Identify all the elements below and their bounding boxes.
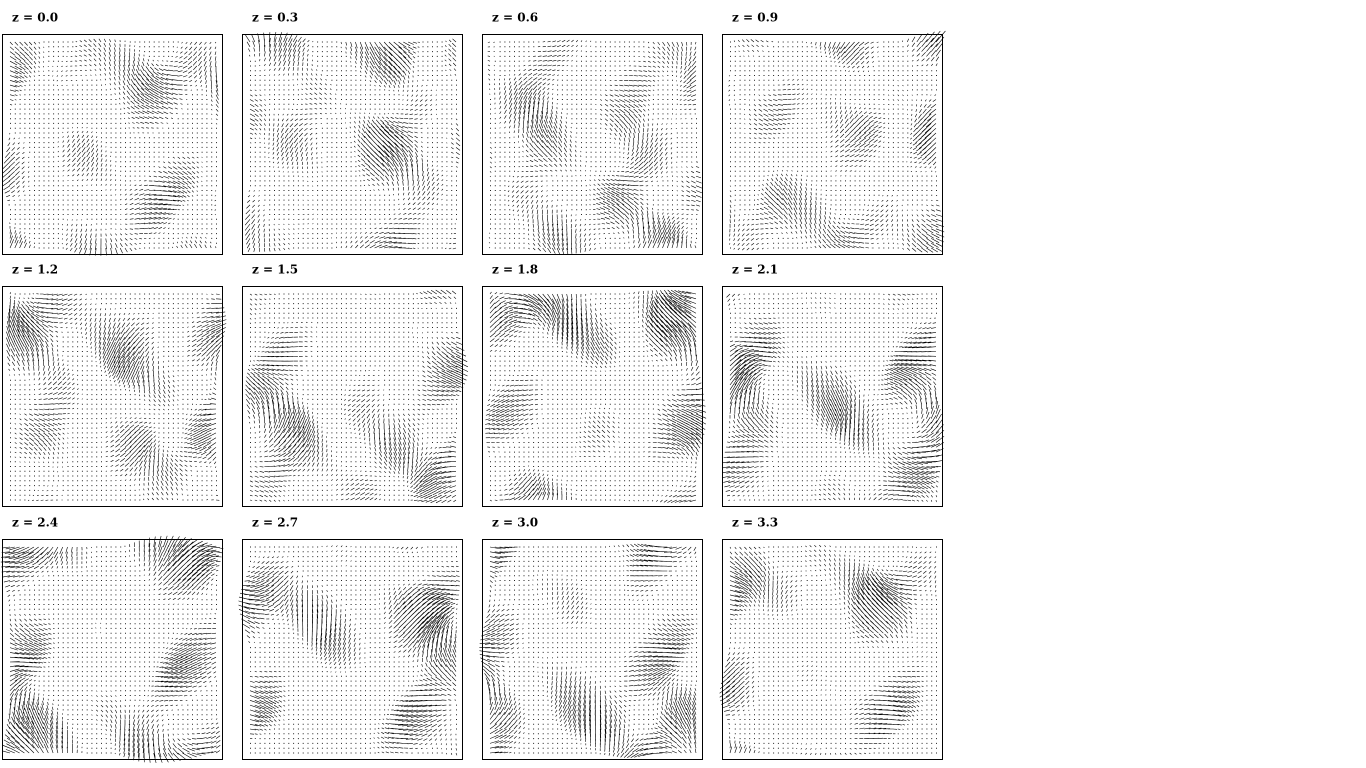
vector-field — [245, 289, 469, 504]
panel-label: z = 0.6 — [492, 11, 538, 25]
panel-frame — [482, 286, 703, 507]
panel-frame — [722, 286, 943, 507]
vector-field — [722, 292, 945, 503]
vector-field — [0, 535, 224, 763]
vector-dots — [250, 293, 457, 501]
vector-dots — [10, 41, 217, 249]
vector-dots — [490, 293, 693, 501]
vector-field — [485, 289, 707, 503]
vector-dots — [730, 41, 937, 249]
panel-label: z = 2.7 — [252, 516, 298, 530]
panel-label: z = 1.2 — [12, 263, 58, 277]
vector-dots — [730, 546, 937, 754]
panel-label: z = 1.5 — [252, 263, 298, 277]
panel-frame — [722, 539, 943, 760]
vector-field — [728, 30, 946, 253]
panel-frame — [242, 539, 463, 760]
panel-label: z = 2.1 — [732, 263, 778, 277]
panel-frame — [722, 34, 943, 255]
panel-frame — [2, 286, 223, 507]
vector-dots — [494, 546, 697, 754]
panel-frame — [482, 34, 703, 255]
vector-dots — [730, 293, 937, 501]
panel-frame — [2, 34, 223, 255]
vector-field — [479, 543, 698, 759]
panel-label: z = 3.0 — [492, 516, 538, 530]
panel-frame — [242, 286, 463, 507]
panel-label: z = 0.0 — [12, 11, 58, 25]
vector-field — [238, 545, 460, 756]
vector-dots — [250, 546, 457, 754]
vector-field — [6, 292, 227, 501]
panel-frame — [482, 539, 703, 760]
panel-frame — [2, 539, 223, 760]
panel-label: z = 2.4 — [12, 516, 58, 530]
vector-field — [719, 544, 937, 756]
vector-field — [487, 39, 703, 255]
vector-field — [244, 31, 461, 253]
vector-dots — [250, 41, 457, 249]
panel-label: z = 1.8 — [492, 263, 538, 277]
vector-dots — [490, 41, 697, 249]
vector-dots — [19, 546, 217, 754]
panel-label: z = 0.9 — [732, 11, 778, 25]
panel-label: z = 0.3 — [252, 11, 298, 25]
panel-label: z = 3.3 — [732, 516, 778, 530]
vector-field — [1, 38, 219, 256]
panel-frame — [242, 34, 463, 255]
vector-dots — [10, 293, 217, 501]
